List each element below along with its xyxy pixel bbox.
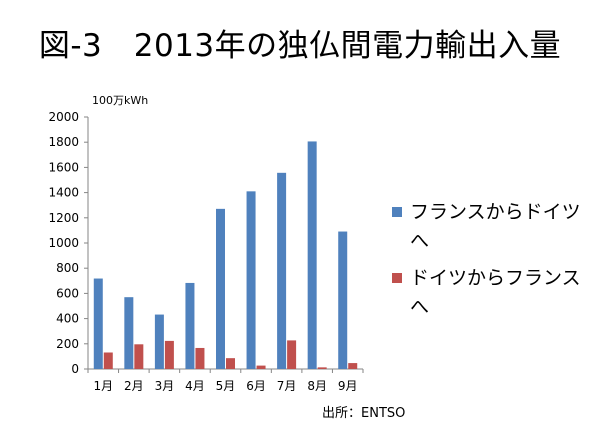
bar-france-to-germany <box>216 208 225 369</box>
y-tick-label: 1800 <box>48 135 79 149</box>
chart-title: 図-3 2013年の独仏間電力輸出入量 <box>38 28 562 64</box>
legend-item-germany-to-france: ドイツからフランスへ <box>392 264 592 322</box>
legend-swatch-france-to-germany <box>392 207 402 217</box>
y-tick-label: 600 <box>56 286 79 300</box>
y-tick-label: 200 <box>56 337 79 351</box>
legend-swatch-germany-to-france <box>392 273 402 283</box>
bar-germany-to-france <box>226 358 235 369</box>
bar-germany-to-france <box>317 367 327 369</box>
y-tick-label: 1200 <box>48 211 79 225</box>
legend-item-france-to-germany: フランスからドイツへ <box>392 198 592 256</box>
x-tick-label: 6月 <box>246 379 266 393</box>
x-tick-label: 1月 <box>93 379 113 393</box>
plot-area: 0 200 400 600 800 1000 1200 1400 1600 1800 2000 1月 2… <box>48 110 364 393</box>
bar-germany-to-france <box>134 344 144 369</box>
bar-germany-to-france <box>103 352 113 369</box>
y-tick-label: 1400 <box>48 186 79 200</box>
x-tick-label: 7月 <box>277 379 297 393</box>
bar-france-to-germany <box>154 314 164 369</box>
bar-germany-to-france <box>256 365 266 369</box>
bar-france-to-germany <box>277 172 287 369</box>
x-tick-label: 2月 <box>124 379 144 393</box>
bar-germany-to-france <box>164 340 174 369</box>
y-tick-label: 1600 <box>48 160 79 174</box>
bar-germany-to-france <box>348 363 358 369</box>
y-tick-label: 0 <box>71 362 79 376</box>
bar-france-to-germany <box>124 297 134 369</box>
bar-france-to-germany <box>185 282 195 369</box>
bar-germany-to-france <box>195 347 205 369</box>
source-note: 出所：ENTSO <box>322 406 406 421</box>
x-tick-label: 8月 <box>307 379 327 393</box>
x-tick-label: 9月 <box>338 379 358 393</box>
y-axis-unit-label: 100万kWh <box>92 94 148 107</box>
x-tick-label: 4月 <box>185 379 205 393</box>
legend-label-france-to-germany: フランスからドイツへ <box>410 201 581 252</box>
y-tick-label: 1000 <box>48 236 79 250</box>
bar-france-to-germany <box>93 278 103 369</box>
bar-germany-to-france <box>287 340 297 369</box>
bar-france-to-germany <box>246 191 256 369</box>
y-tick-label: 800 <box>56 261 79 275</box>
legend: フランスからドイツへ ドイツからフランスへ <box>392 198 592 330</box>
x-tick-label: 3月 <box>155 379 175 393</box>
legend-label-germany-to-france: ドイツからフランスへ <box>410 267 581 318</box>
bar-france-to-germany <box>307 141 317 369</box>
x-tick-label: 5月 <box>216 379 236 393</box>
bar-france-to-germany <box>338 231 348 369</box>
y-tick-label: 2000 <box>48 110 79 124</box>
y-tick-label: 400 <box>56 312 79 326</box>
